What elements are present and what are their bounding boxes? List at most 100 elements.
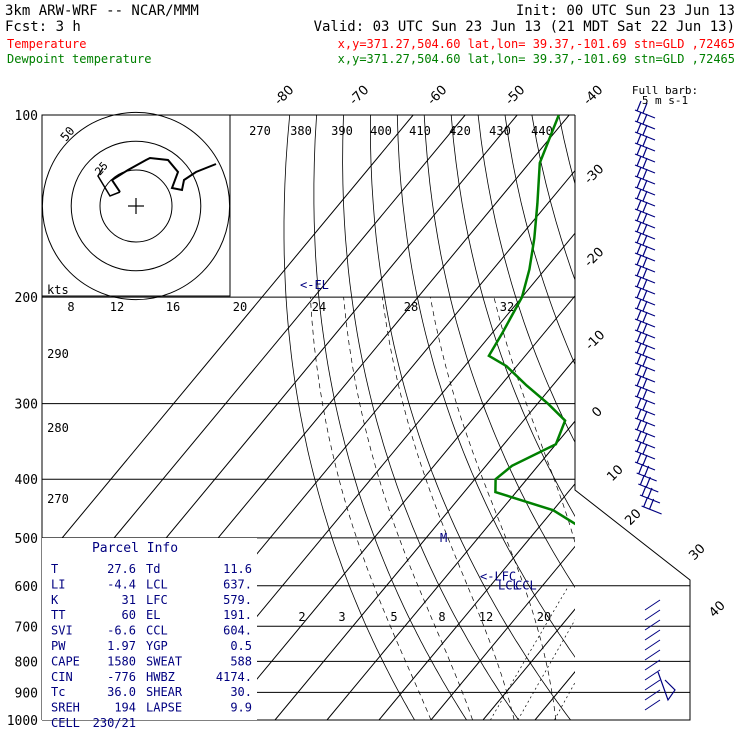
parcel-info-box: Parcel Info T 27.6 Td 11.6 LI -4.4 LCL 637. K 31 LF… [42,538,257,730]
theta-label: 430 [489,124,511,138]
parcel-box [42,538,257,720]
wind-barb [634,241,656,251]
wind-barb [634,120,656,130]
wind-barb [634,274,656,284]
wind-barb [634,208,656,218]
wind-barb [639,494,661,504]
mixing-ratio-line [517,619,575,720]
hodograph-trace [110,156,217,193]
wind-barb-flag [649,498,655,510]
isotherm-line [222,295,575,720]
wind-barb-flag [636,188,642,200]
theta-label: 270 [249,124,271,138]
tick-label: 8 [67,300,74,314]
wind-barb [634,307,656,317]
parcel-value: 11.6 [223,562,252,576]
wind-barb-flag [642,234,648,246]
wind-barb-flag [642,322,648,334]
wind-barb [634,351,656,361]
wind-barb [634,395,656,405]
wind-barb-flag [642,344,648,356]
m-marker: M [440,531,447,545]
wind-barb-flag [642,443,648,455]
wind-barb-flag [642,388,648,400]
pressure-tick-label: 600 [15,580,38,595]
tick-label: 12 [110,300,124,314]
wind-barb-flag [642,267,648,279]
pressure-tick-label: 500 [15,532,38,547]
moist-adiabat-line [493,297,575,544]
wind-barb [634,362,656,372]
wind-barb [638,483,659,493]
hodograph-box [41,114,231,297]
wind-barb-flag [636,111,642,123]
dry-adiabat-line [342,115,519,720]
parcel-key: TT [51,608,65,622]
wind-barb-flag [636,386,642,398]
wind-barb [634,219,656,229]
parcel-key: K [51,593,59,607]
wind-barb-flag [642,366,648,378]
wind-barb-flag [636,133,642,145]
wind-barb [634,109,656,119]
mixing-ratio-line [490,585,569,720]
dry-adiabat-line [558,115,575,186]
profiles [487,115,575,526]
wind-barb-flag [647,487,653,499]
tick-label: 20 [233,300,247,314]
wind-barb-flag [636,166,642,178]
wind-barb [634,263,656,273]
moist-adiabat-line [309,297,432,720]
parcel-value: 60 [122,608,136,622]
wind-barb-flag [639,474,645,486]
parcel-key: SVI [51,624,73,638]
hodograph-trace-lower [97,167,121,197]
isotherm-label: 20 [622,506,644,528]
pressure-tick-label: 100 [15,109,38,124]
parcel-key: LCL [146,577,168,591]
wind-barb-flag [642,377,648,389]
parcel-value: -6.6 [107,624,136,638]
wind-barb [634,131,656,141]
wind-barbs [634,100,676,711]
wind-barb-flag [643,496,649,508]
wind-barb [634,285,656,295]
wind-barb-flag [642,190,648,202]
mixing-ratio-label: 3 [338,610,345,624]
dry-adiabat-line [477,115,575,444]
wind-barb [634,384,656,394]
theta-label: 400 [370,124,392,138]
pressure-tick-label: 400 [15,473,38,488]
isotherm-line [587,115,740,720]
lfc-marker: <-LFC [480,569,516,583]
parcel-key: SREH [51,701,80,715]
wind-barb [634,175,656,185]
model-title: 3km ARW-WRF -- NCAR/MMM [5,3,199,19]
mixing-ratio-line [622,586,693,720]
theta-label: 410 [409,124,431,138]
wind-barb [644,619,661,631]
hodograph-ring [41,111,231,301]
moist-adiabat-line [381,297,515,720]
wind-barb [636,472,657,482]
hodograph-ring [99,169,173,243]
el-marker: <-EL [300,278,329,292]
wind-barb-flag [636,430,642,442]
wind-barb-flag [642,454,648,466]
dewpoint-location: x,y=371.27,504.60 lat,lon= 39.37,-101.69… [338,52,735,66]
wind-barb [644,609,661,621]
wind-barb-flag [636,243,642,255]
wind-barb [634,461,656,471]
isotherm-line [378,483,575,720]
isotherm-label: 30 [686,541,708,563]
parcel-key: CCL [146,624,168,638]
wind-barb-flag [636,155,642,167]
wind-barb-flag [636,144,642,156]
ccl-marker: CCL [515,579,537,593]
dry-adiabat-line [450,115,575,517]
parcel-value: 27.6 [107,562,136,576]
wind-barb-flag [642,289,648,301]
wind-barb [644,599,661,611]
isotherm-label: -40 [581,83,607,109]
